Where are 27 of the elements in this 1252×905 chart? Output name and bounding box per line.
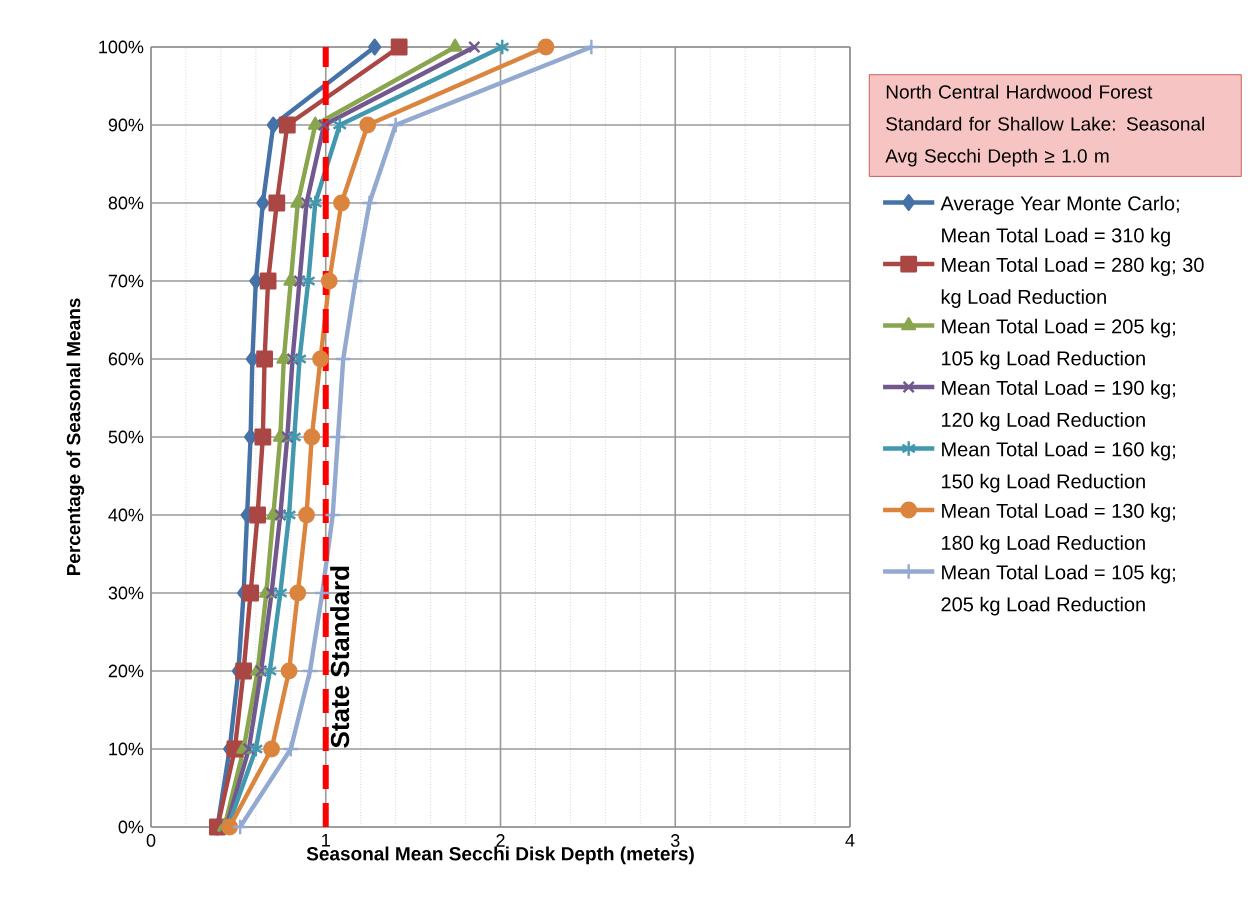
x-tick-label: 2 bbox=[496, 834, 505, 847]
legend-label: Mean Total Load = 130 kg; 180 kg Load Reduction bbox=[942, 503, 1175, 554]
text: North Central Hardwood Forest Standard for Shallow Lake: Seasonal Avg Secchi Depth ≥ 1.0 m bbox=[885, 84, 1204, 167]
legend-label: Mean Total Load = 190 kg; 120 kg Load Reduction bbox=[942, 380, 1175, 431]
legend-label: Mean Total Load = 160 kg; 150 kg Load Reduction bbox=[942, 441, 1175, 493]
ref-line-label: State Standard bbox=[330, 566, 350, 748]
y-tick-label: 50% bbox=[108, 430, 144, 444]
y-tick-label: 0% bbox=[118, 820, 144, 834]
legend-label: Mean Total Load = 105 kg; 205 kg Load Reduction bbox=[941, 564, 1175, 616]
y-tick-label: 40% bbox=[108, 508, 144, 522]
y-tick-label: 80% bbox=[108, 196, 144, 210]
y-tick-label: 70% bbox=[108, 274, 144, 288]
x-tick-label: 3 bbox=[670, 834, 680, 847]
x-axis-title: Seasonal Mean Secchi Disk Depth (meters) bbox=[306, 846, 694, 865]
y-tick-label: 90% bbox=[108, 118, 144, 132]
y-tick-label: 10% bbox=[109, 742, 144, 756]
legend-label: Mean Total Load = 205 kg; 105 kg Load Reduction bbox=[942, 318, 1175, 370]
x-tick-label: 1 bbox=[322, 834, 330, 847]
x-tick-label: 0 bbox=[146, 834, 156, 847]
y-tick-label: 100% bbox=[99, 40, 144, 54]
y-tick-label: 30% bbox=[108, 586, 144, 600]
y-tick-label: 20% bbox=[108, 664, 144, 678]
y-axis-title: Percentage of Seasonal Means bbox=[66, 298, 85, 576]
x-tick-label: 4 bbox=[845, 834, 855, 847]
y-tick-label: 60% bbox=[108, 352, 144, 366]
legend-label: Average Year Monte Carlo; Mean Total Load = 310 kg bbox=[940, 195, 1179, 247]
legend-label: Mean Total Load = 280 kg; 30 kg Load Reduction bbox=[941, 257, 1204, 308]
